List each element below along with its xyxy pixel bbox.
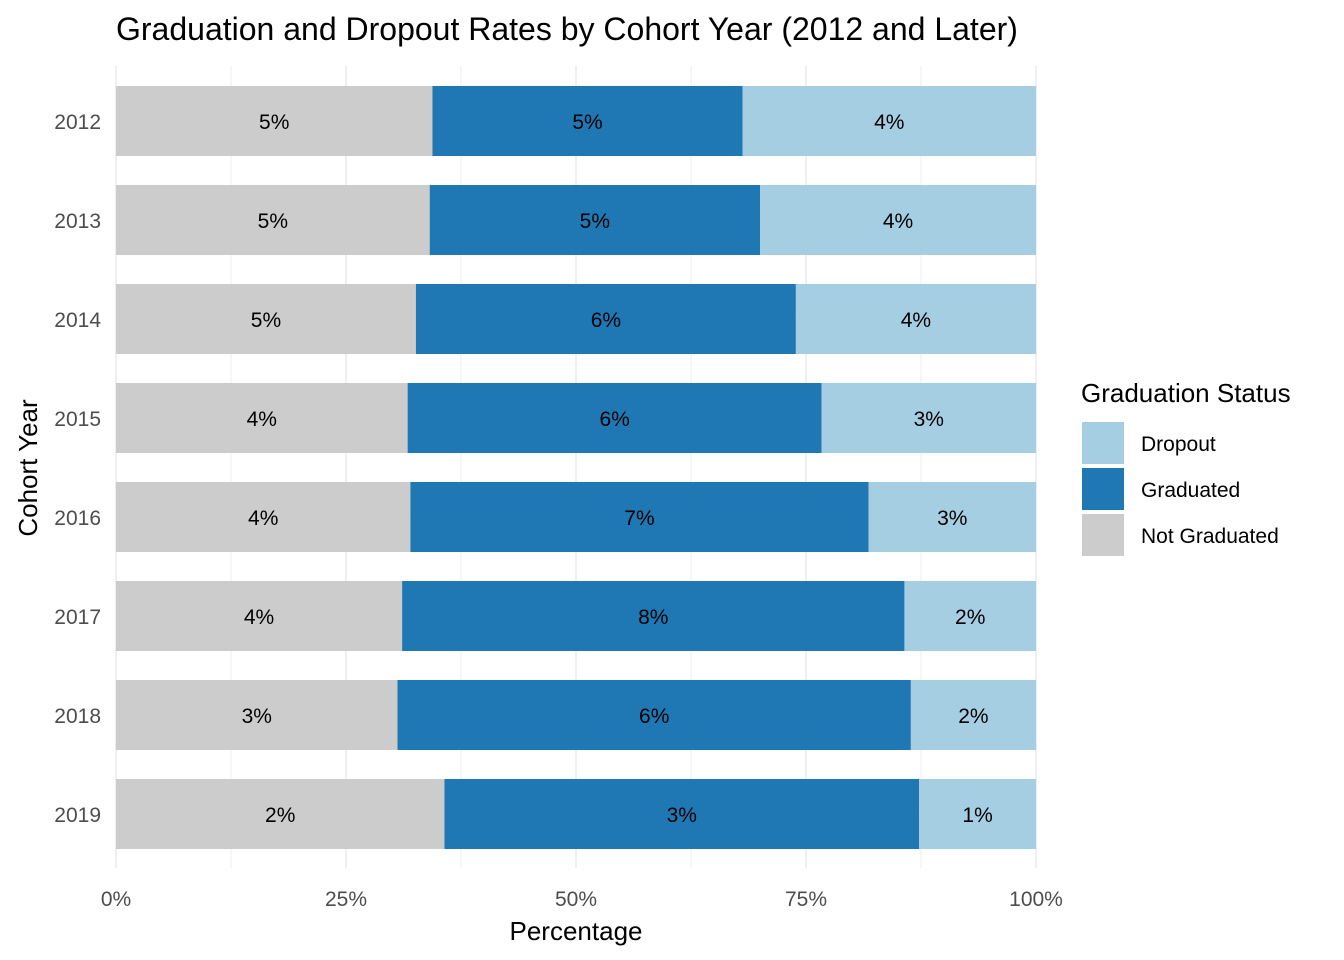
y-tick-label: 2017: [54, 606, 101, 629]
bar-not-graduated-2012: [116, 86, 433, 156]
bar-dropout-2015: [821, 383, 1036, 453]
bar-label-not-graduated-2019: 2%: [265, 804, 295, 827]
bar-label-not-graduated-2017: 4%: [244, 606, 274, 629]
bar-label-graduated-2017: 8%: [638, 606, 668, 629]
chart-title: Graduation and Dropout Rates by Cohort Y…: [116, 11, 1018, 47]
bar-not-graduated-2015: [116, 383, 408, 453]
legend-swatch-dropout: [1082, 422, 1124, 464]
y-tick-labels: 2012 2013 2014 2015 2016 2017 2018 2019: [54, 111, 101, 827]
legend-title: Graduation Status: [1081, 378, 1291, 408]
bar-graduated-2017: [402, 581, 905, 651]
x-axis-title: Percentage: [510, 916, 643, 946]
bar-dropout-2012: [742, 86, 1036, 156]
legend-label-not-graduated: Not Graduated: [1141, 525, 1279, 548]
legend-swatch-not-graduated: [1082, 514, 1124, 556]
legend-swatch-graduated: [1082, 468, 1124, 510]
y-tick-label: 2018: [54, 705, 101, 728]
bar-graduated-2014: [415, 284, 796, 354]
y-tick-label: 2014: [54, 309, 101, 332]
bar-label-dropout-2012: 4%: [874, 111, 904, 134]
bar-not-graduated-2016: [116, 482, 411, 552]
x-tick-label: 0%: [101, 888, 131, 911]
bar-graduated-2013: [429, 185, 760, 255]
bar-label-dropout-2015: 3%: [914, 408, 944, 431]
bar-not-graduated-2014: [116, 284, 416, 354]
y-axis-title: Cohort Year: [13, 399, 43, 537]
bar-label-dropout-2019: 1%: [962, 804, 992, 827]
bar-label-graduated-2016: 7%: [624, 507, 654, 530]
bar-label-not-graduated-2014: 5%: [251, 309, 281, 332]
legend: Graduation Status Dropout Graduated Not Gr…: [1081, 378, 1291, 556]
bar-graduated-2019: [444, 779, 920, 849]
bar-label-graduated-2012: 5%: [572, 111, 602, 134]
bar-dropout-2019: [919, 779, 1036, 849]
bar-label-not-graduated-2016: 4%: [248, 507, 278, 530]
bar-label-graduated-2013: 5%: [580, 210, 610, 233]
bar-label-not-graduated-2018: 3%: [242, 705, 272, 728]
x-tick-labels: 0% 25% 50% 75% 100%: [101, 888, 1063, 911]
bar-not-graduated-2018: [116, 680, 398, 750]
y-tick-label: 2016: [54, 507, 101, 530]
bar-label-dropout-2016: 3%: [937, 507, 967, 530]
bar-label-graduated-2014: 6%: [591, 309, 621, 332]
x-tick-label: 75%: [785, 888, 827, 911]
bar-graduated-2016: [410, 482, 869, 552]
bar-label-graduated-2015: 6%: [599, 408, 629, 431]
bar-not-graduated-2019: [116, 779, 445, 849]
bar-label-not-graduated-2015: 4%: [247, 408, 277, 431]
bar-dropout-2017: [904, 581, 1036, 651]
bar-graduated-2012: [432, 86, 743, 156]
bar-label-dropout-2013: 4%: [883, 210, 913, 233]
bar-graduated-2015: [407, 383, 822, 453]
bar-label-dropout-2018: 2%: [958, 705, 988, 728]
x-tick-label: 25%: [325, 888, 367, 911]
bar-dropout-2014: [795, 284, 1036, 354]
x-tick-label: 100%: [1009, 888, 1063, 911]
bar-dropout-2018: [910, 680, 1036, 750]
bar-graduated-2018: [397, 680, 911, 750]
y-tick-label: 2019: [54, 804, 101, 827]
y-tick-label: 2012: [54, 111, 101, 134]
bar-label-dropout-2014: 4%: [901, 309, 931, 332]
bar-label-not-graduated-2013: 5%: [258, 210, 288, 233]
x-tick-label: 50%: [555, 888, 597, 911]
bar-dropout-2013: [760, 185, 1036, 255]
bar-label-graduated-2019: 3%: [667, 804, 697, 827]
y-tick-label: 2015: [54, 408, 101, 431]
legend-label-graduated: Graduated: [1141, 479, 1240, 502]
bar-not-graduated-2013: [116, 185, 430, 255]
legend-label-dropout: Dropout: [1141, 433, 1216, 456]
bar-dropout-2016: [868, 482, 1036, 552]
bar-label-dropout-2017: 2%: [955, 606, 985, 629]
bar-label-not-graduated-2012: 5%: [259, 111, 289, 134]
bars: 5% 5% 4% 5% 5% 4% 5% 6% 4% 4% 6% 3% 4% 7% 3% 4% 8% 2% 3% 6%…: [116, 86, 1036, 849]
y-tick-label: 2013: [54, 210, 101, 233]
bar-label-graduated-2018: 6%: [639, 705, 669, 728]
bar-not-graduated-2017: [116, 581, 403, 651]
